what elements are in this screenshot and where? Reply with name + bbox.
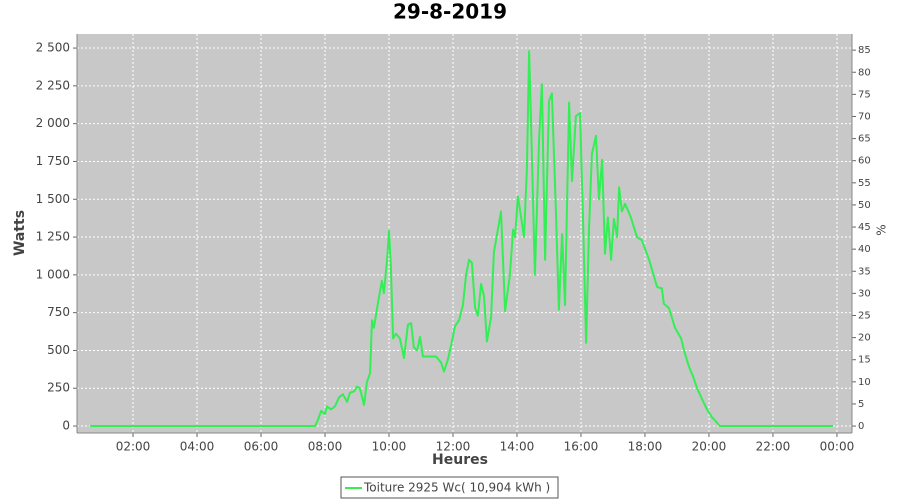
grid <box>77 34 852 433</box>
y2-tick-label: 30 <box>858 288 871 299</box>
x-tick-label: 20:00 <box>692 440 727 454</box>
x-tick-label: 02:00 <box>116 440 151 454</box>
x-tick-label: 04:00 <box>180 440 215 454</box>
y2-tick-label: 60 <box>858 156 871 167</box>
y-tick-label: 1 000 <box>36 267 70 281</box>
y2-tick-label: 40 <box>858 244 871 255</box>
y2-tick-label: 80 <box>858 67 871 78</box>
y2-tick-label: 10 <box>858 377 871 388</box>
y2-axis-label: % <box>875 224 889 235</box>
y2-tick-label: 45 <box>858 222 871 233</box>
y-tick-label: 2 500 <box>36 41 70 55</box>
chart-title: 29-8-2019 <box>393 0 507 24</box>
y2-tick-label: 15 <box>858 355 871 366</box>
x-tick-label: 00:00 <box>820 440 855 454</box>
y-tick-label: 2 250 <box>36 78 70 92</box>
y-axis-label: Watts <box>12 210 28 256</box>
x-tick-label: 14:00 <box>500 440 535 454</box>
x-tick-label: 10:00 <box>372 440 407 454</box>
legend <box>340 476 559 499</box>
y2-tick-label: 35 <box>858 266 871 277</box>
x-tick-label: 18:00 <box>628 440 663 454</box>
y2-tick-label: 70 <box>858 111 871 122</box>
y-tick-label: 1 500 <box>36 192 70 206</box>
x-tick-label: 06:00 <box>244 440 279 454</box>
y2-tick-label: 5 <box>858 399 864 410</box>
y-tick-label: 1 750 <box>36 154 70 168</box>
legend-label: Toiture 2925 Wc( 10,904 kWh ) <box>363 481 550 495</box>
y-tick-label: 500 <box>47 343 70 357</box>
y-tick-label: 250 <box>47 381 70 395</box>
y2-tick-label: 0 <box>858 421 864 432</box>
y2-tick-label: 20 <box>858 333 871 344</box>
line-series <box>90 50 834 427</box>
y2-tick-label: 50 <box>858 200 871 211</box>
y-tick-label: 1 250 <box>36 230 70 244</box>
y2-tick-label: 65 <box>858 134 871 145</box>
plot-area <box>77 34 852 433</box>
y2-tick-label: 25 <box>858 310 871 321</box>
x-tick-label: 22:00 <box>756 440 791 454</box>
y-tick-label: 750 <box>47 305 70 319</box>
y-tick-label: 0 <box>62 419 70 433</box>
y2-tick-label: 85 <box>858 45 871 56</box>
y2-tick-label: 75 <box>858 89 871 100</box>
x-axis-label: Heures <box>432 452 488 468</box>
y2-tick-label: 55 <box>858 178 871 189</box>
y-tick-label: 2 000 <box>36 116 70 130</box>
x-tick-label: 08:00 <box>308 440 343 454</box>
x-tick-label: 12:00 <box>436 440 471 454</box>
x-tick-label: 16:00 <box>564 440 599 454</box>
